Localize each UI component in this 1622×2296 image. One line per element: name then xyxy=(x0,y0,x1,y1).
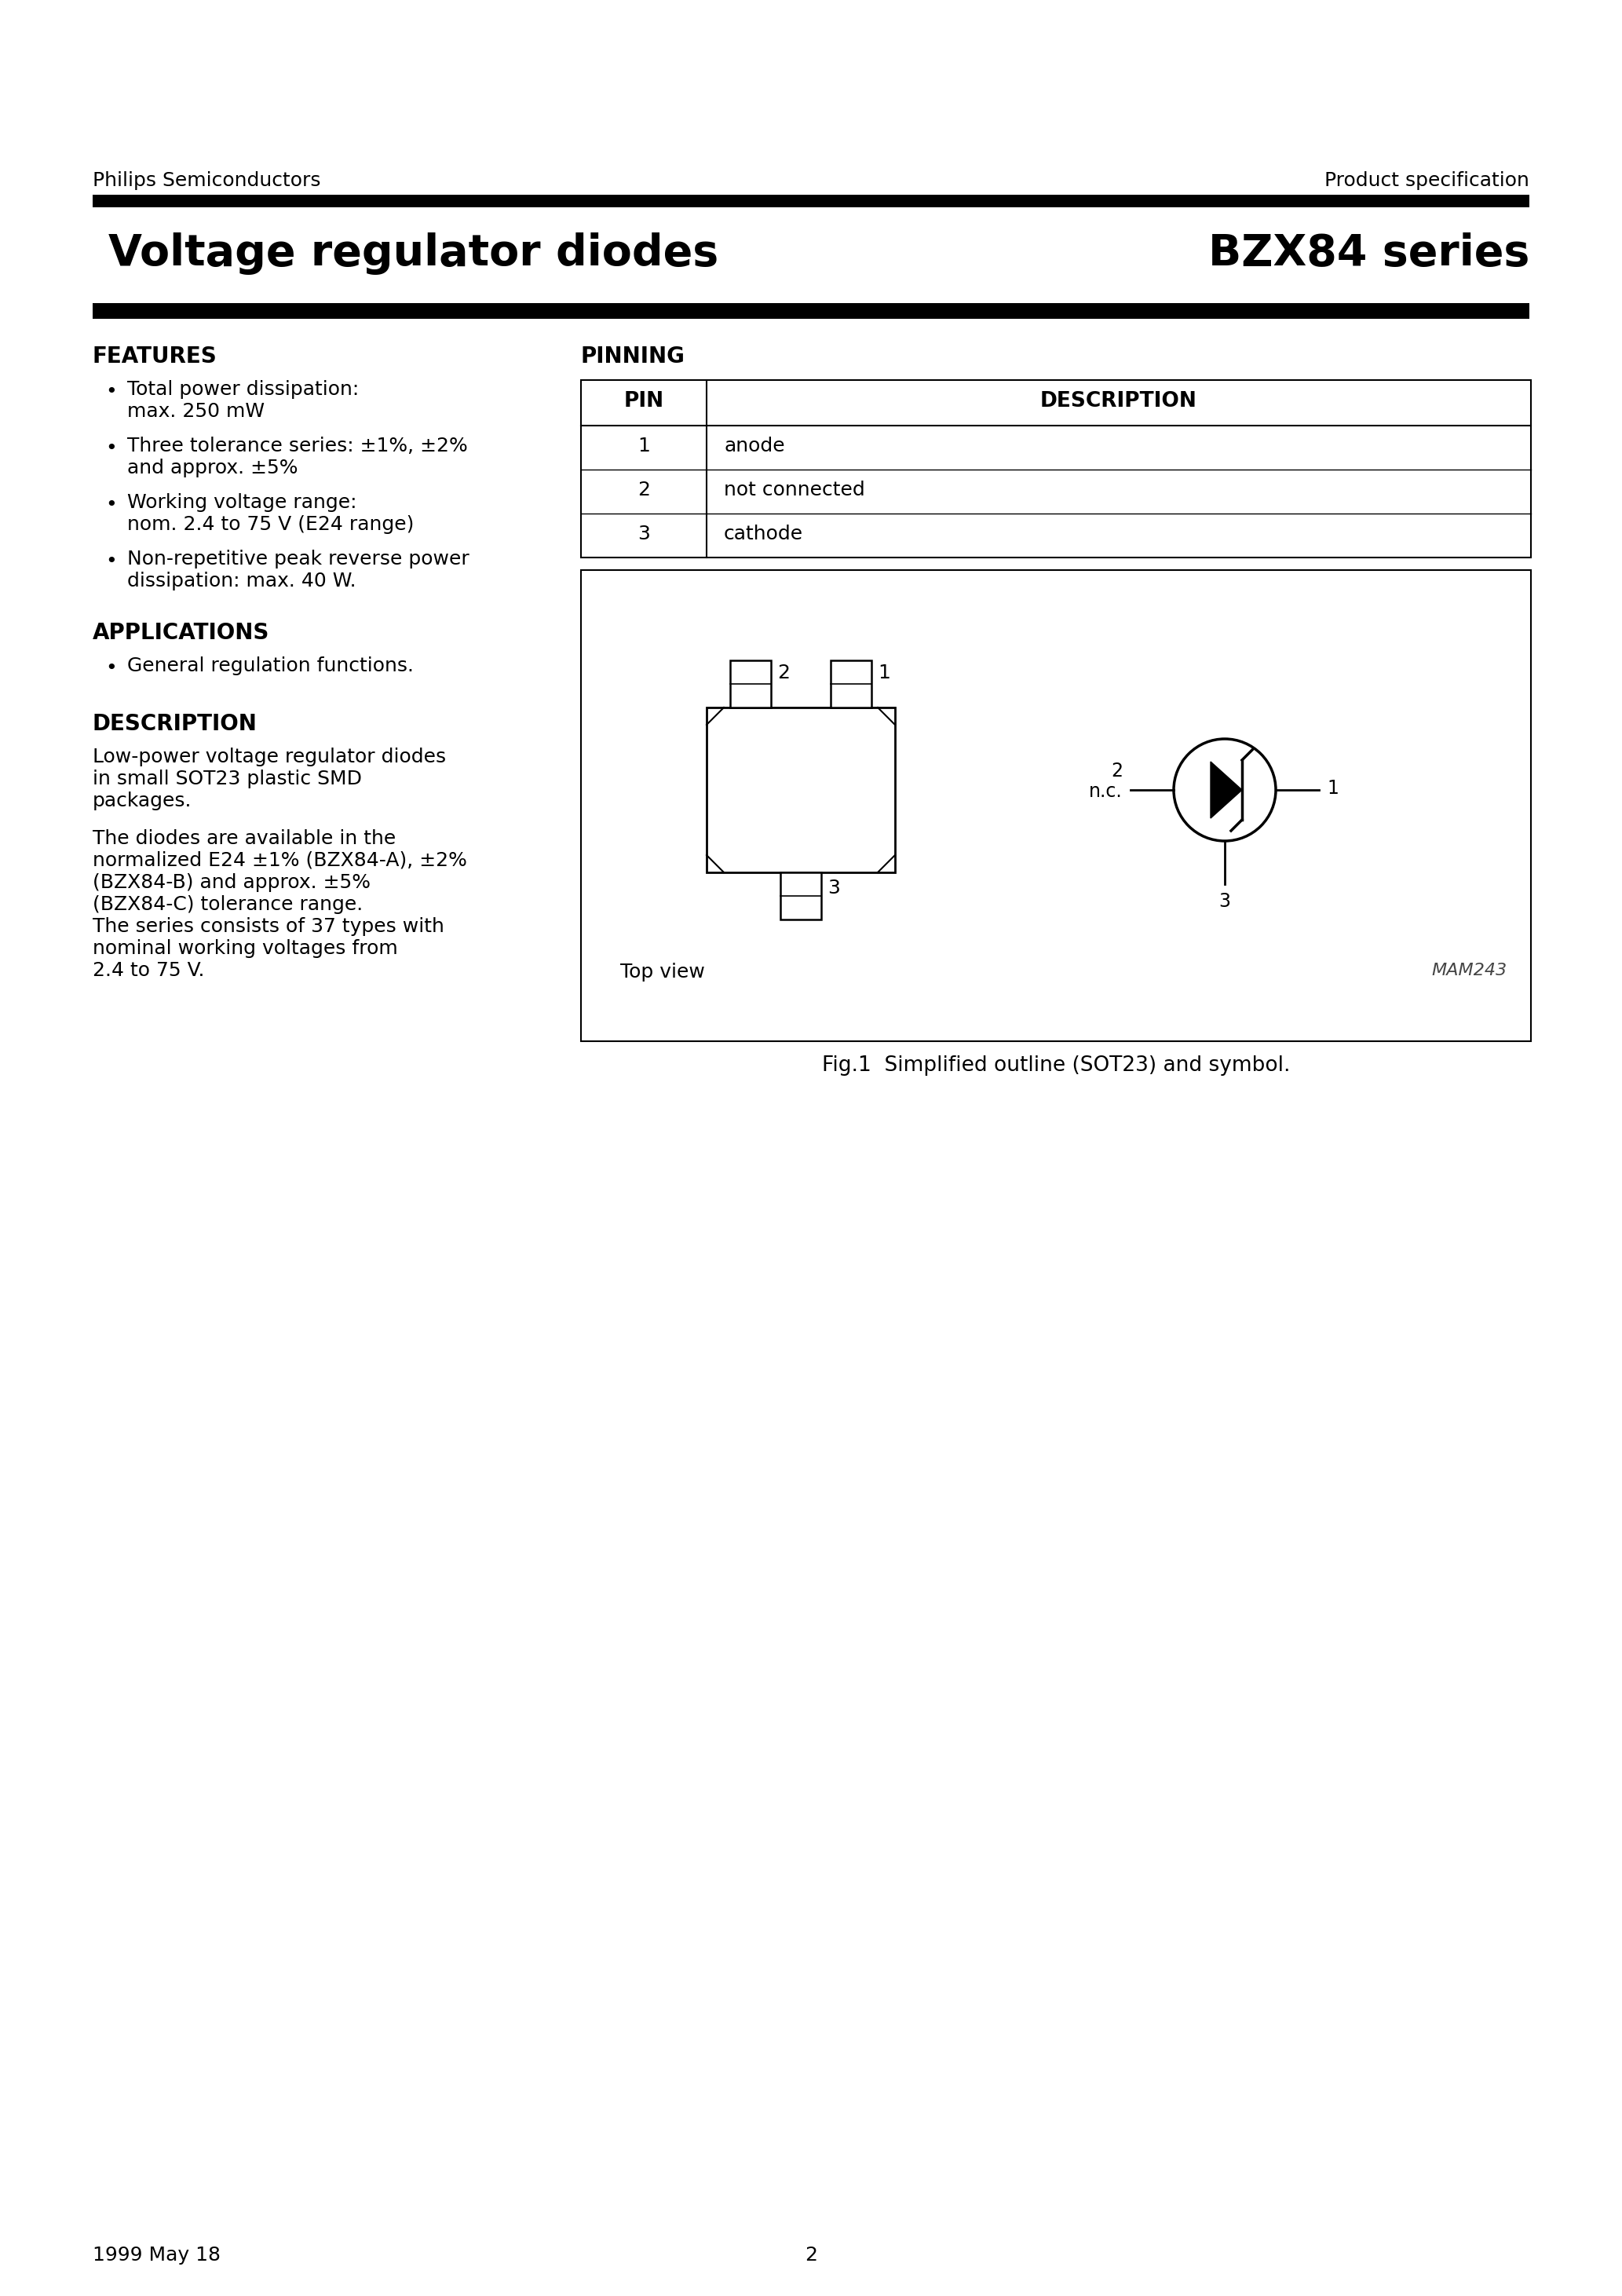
Bar xyxy=(581,381,1531,558)
Text: MAM243: MAM243 xyxy=(1432,962,1507,978)
Text: •: • xyxy=(105,496,117,514)
Text: Product specification: Product specification xyxy=(1325,172,1530,191)
Text: General regulation functions.: General regulation functions. xyxy=(127,657,414,675)
Text: PIN: PIN xyxy=(624,390,663,411)
Text: The series consists of 37 types with: The series consists of 37 types with xyxy=(92,916,444,937)
Text: 3: 3 xyxy=(637,523,650,544)
Text: 2: 2 xyxy=(1111,762,1122,781)
Text: dissipation: max. 40 W.: dissipation: max. 40 W. xyxy=(127,572,357,590)
Text: 3: 3 xyxy=(827,879,840,898)
Text: FEATURES: FEATURES xyxy=(92,344,217,367)
Text: cathode: cathode xyxy=(723,523,803,544)
Text: 1: 1 xyxy=(878,664,890,682)
Text: Top view: Top view xyxy=(620,962,706,980)
Text: Fig.1  Simplified outline (SOT23) and symbol.: Fig.1 Simplified outline (SOT23) and sym… xyxy=(822,1056,1289,1077)
Text: 1: 1 xyxy=(637,436,650,455)
Text: (BZX84-C) tolerance range.: (BZX84-C) tolerance range. xyxy=(92,895,363,914)
Text: 2.4 to 75 V.: 2.4 to 75 V. xyxy=(92,962,204,980)
Text: normalized E24 ±1% (BZX84-A), ±2%: normalized E24 ±1% (BZX84-A), ±2% xyxy=(92,852,467,870)
Text: Philips Semiconductors: Philips Semiconductors xyxy=(92,172,321,191)
Text: 2: 2 xyxy=(777,664,790,682)
Bar xyxy=(92,195,1530,207)
Bar xyxy=(707,707,895,872)
Text: Voltage regulator diodes: Voltage regulator diodes xyxy=(109,232,719,276)
Text: •: • xyxy=(105,659,117,677)
Bar xyxy=(830,661,871,707)
Text: packages.: packages. xyxy=(92,792,191,810)
Text: Three tolerance series: ±1%, ±2%: Three tolerance series: ±1%, ±2% xyxy=(127,436,467,455)
Text: Non-repetitive peak reverse power: Non-repetitive peak reverse power xyxy=(127,549,469,569)
Text: 3: 3 xyxy=(1218,893,1229,912)
Polygon shape xyxy=(1210,762,1242,817)
Text: and approx. ±5%: and approx. ±5% xyxy=(127,459,298,478)
Text: •: • xyxy=(105,551,117,572)
Text: anode: anode xyxy=(723,436,785,455)
Text: n.c.: n.c. xyxy=(1088,783,1122,801)
Text: 1: 1 xyxy=(1327,778,1338,797)
Text: •: • xyxy=(105,383,117,402)
Text: •: • xyxy=(105,439,117,457)
Text: PINNING: PINNING xyxy=(581,344,684,367)
Bar xyxy=(581,569,1531,1040)
Text: 1999 May 18: 1999 May 18 xyxy=(92,2245,221,2264)
Bar xyxy=(730,661,770,707)
Text: Total power dissipation:: Total power dissipation: xyxy=(127,381,358,400)
Text: 2: 2 xyxy=(805,2245,817,2264)
Text: Low-power voltage regulator diodes: Low-power voltage regulator diodes xyxy=(92,748,446,767)
Bar xyxy=(92,303,1530,319)
Text: Working voltage range:: Working voltage range: xyxy=(127,494,357,512)
Text: DESCRIPTION: DESCRIPTION xyxy=(92,714,258,735)
Text: APPLICATIONS: APPLICATIONS xyxy=(92,622,269,643)
Text: nominal working voltages from: nominal working voltages from xyxy=(92,939,397,957)
Text: The diodes are available in the: The diodes are available in the xyxy=(92,829,396,847)
Text: (BZX84-B) and approx. ±5%: (BZX84-B) and approx. ±5% xyxy=(92,872,370,893)
Text: 2: 2 xyxy=(637,480,650,501)
Text: not connected: not connected xyxy=(723,480,865,501)
Text: DESCRIPTION: DESCRIPTION xyxy=(1040,390,1197,411)
Text: max. 250 mW: max. 250 mW xyxy=(127,402,264,420)
Text: BZX84 series: BZX84 series xyxy=(1208,232,1530,276)
Text: nom. 2.4 to 75 V (E24 range): nom. 2.4 to 75 V (E24 range) xyxy=(127,514,414,535)
Bar xyxy=(780,872,821,918)
Text: in small SOT23 plastic SMD: in small SOT23 plastic SMD xyxy=(92,769,362,788)
